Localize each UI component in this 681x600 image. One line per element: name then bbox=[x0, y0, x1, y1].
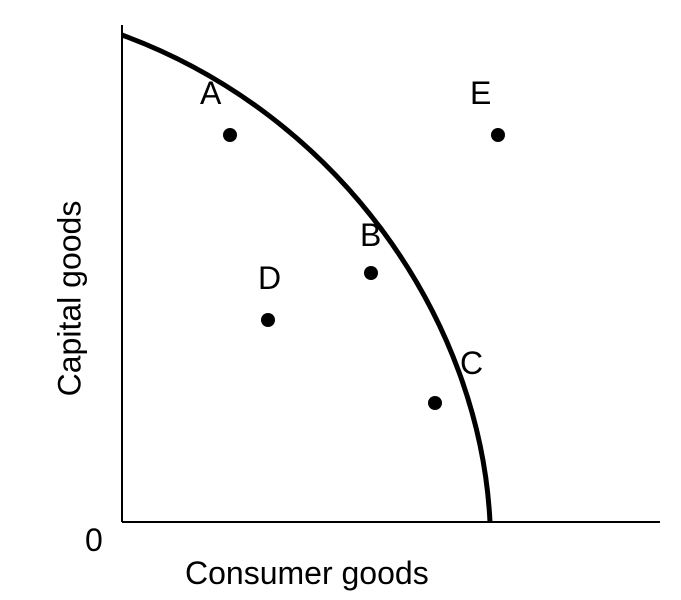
label-d: D bbox=[258, 260, 281, 297]
label-a: A bbox=[200, 75, 221, 112]
label-e: E bbox=[470, 75, 491, 112]
ppf-curve bbox=[122, 35, 490, 522]
origin-label: 0 bbox=[85, 522, 103, 559]
point-e bbox=[491, 128, 505, 142]
label-c: C bbox=[460, 345, 483, 382]
point-d bbox=[261, 313, 275, 327]
x-axis-label: Consumer goods bbox=[185, 555, 429, 592]
label-b: B bbox=[360, 217, 381, 254]
chart-svg bbox=[0, 0, 681, 600]
point-b bbox=[364, 266, 378, 280]
ppf-chart: Capital goods Consumer goods 0 A B C D E bbox=[0, 0, 681, 600]
point-a bbox=[223, 128, 237, 142]
y-axis-label: Capital goods bbox=[52, 199, 89, 399]
point-c bbox=[428, 396, 442, 410]
